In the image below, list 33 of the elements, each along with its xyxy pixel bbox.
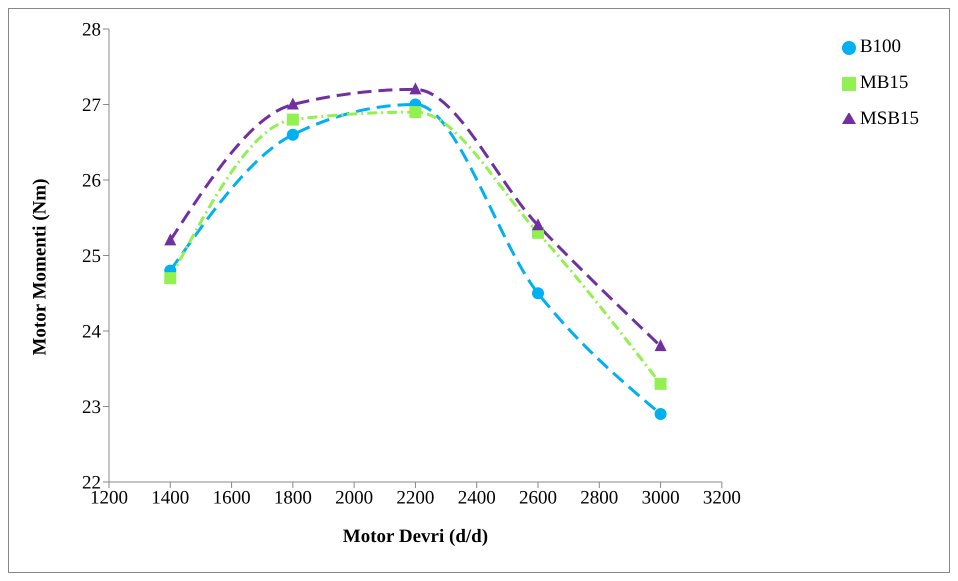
point [532,218,544,230]
x-tick-label: 2200 [396,487,434,508]
y-tick-label: 25 [82,246,101,268]
point [286,114,299,126]
point [286,98,299,110]
x-tick-label: 3000 [642,487,680,508]
point [409,82,422,94]
legend-label: B100 [860,36,902,57]
x-tick-label: 3200 [702,487,741,508]
x-tick-label: 2800 [580,487,618,508]
y-tick-label: 24 [82,322,102,343]
legend-label: MSB15 [860,108,919,129]
x-tick-label: 2600 [519,487,557,508]
point [654,378,667,390]
point [532,287,544,300]
y-tick-label: 27 [82,95,101,116]
x-tick-label: 1400 [151,487,190,508]
point [286,128,299,141]
point [409,106,422,118]
y-tick-label: 26 [82,170,101,192]
point [654,339,667,352]
y-tick-label: 23 [82,397,101,418]
x-tick-label: 2400 [458,487,496,508]
y-axis-title: Motor Momenti (Nm) [30,178,51,356]
point [164,233,176,246]
y-tick-label: 28 [82,20,101,41]
x-axis-title: Motor Devri (d/d) [342,526,488,547]
point [654,408,667,420]
x-tick-label: 1800 [274,487,312,508]
x-tick-label: 2000 [335,487,374,508]
point [164,272,176,284]
legend-label: MB15 [860,72,908,93]
x-tick-label: 1600 [212,487,251,508]
